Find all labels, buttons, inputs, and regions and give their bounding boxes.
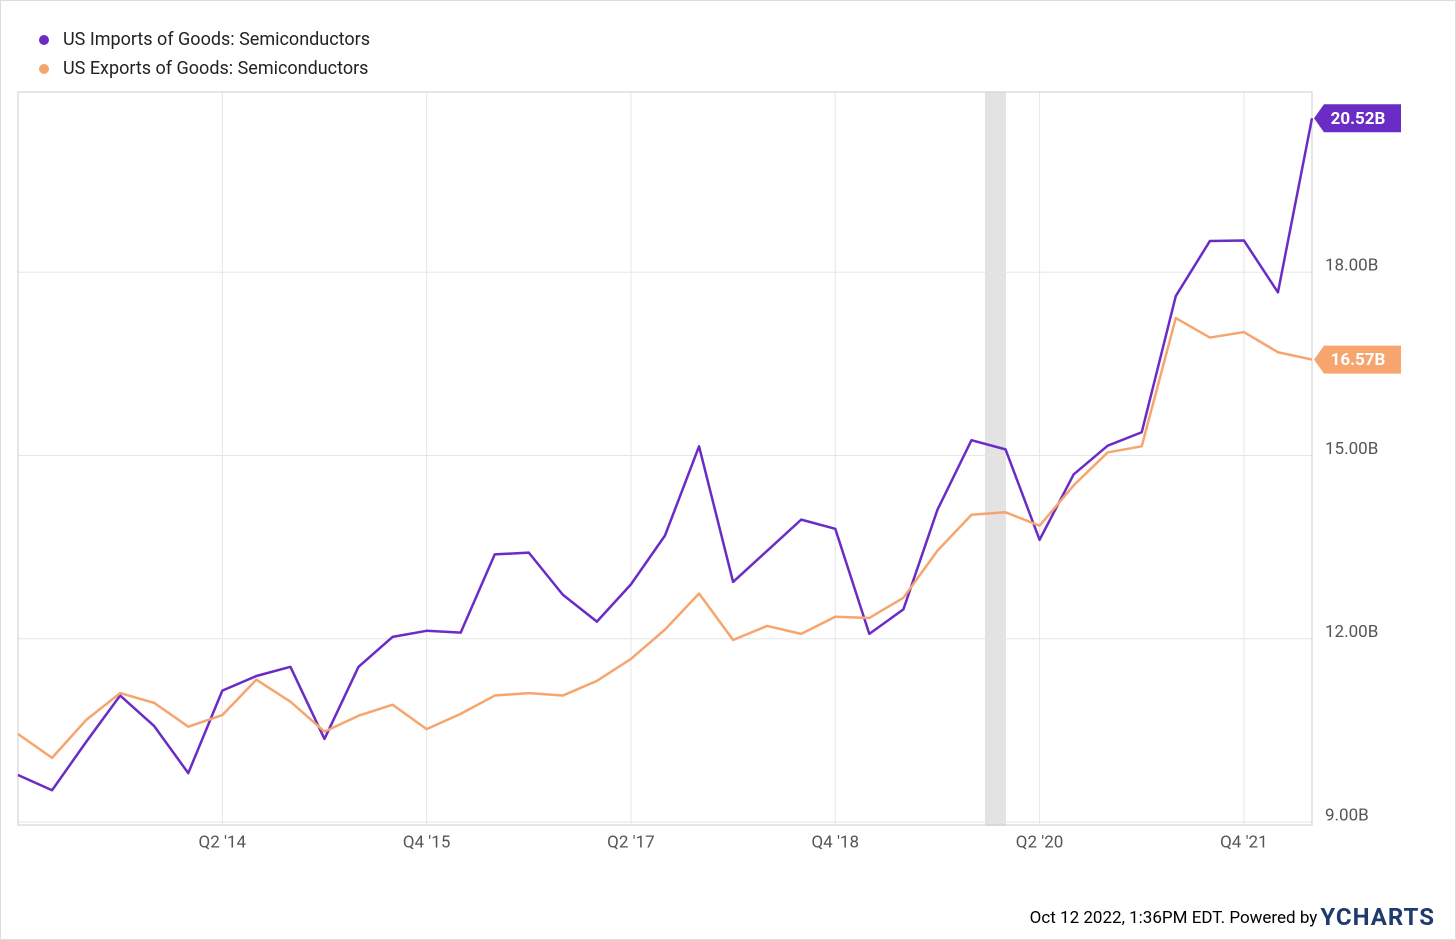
plot-border bbox=[17, 91, 1313, 826]
end-label: 20.52B bbox=[1331, 109, 1386, 129]
brand: YCHARTS bbox=[1320, 903, 1435, 931]
footer-text: Oct 12 2022, 1:36PM EDT. Powered by bbox=[1030, 908, 1318, 928]
series-line bbox=[17, 316, 1313, 760]
y-tick-label: 9.00B bbox=[1325, 805, 1369, 825]
end-label: 16.57B bbox=[1331, 350, 1386, 370]
lines bbox=[17, 118, 1314, 792]
x-tick-label: Q4 '18 bbox=[811, 832, 859, 852]
grid bbox=[18, 92, 1312, 825]
recession-band bbox=[985, 92, 1006, 826]
y-tick-label: 15.00B bbox=[1325, 439, 1378, 459]
x-tick-label: Q4 '15 bbox=[403, 832, 451, 852]
legend-marker bbox=[39, 35, 49, 45]
y-tick-label: 12.00B bbox=[1325, 622, 1378, 642]
end-tag bbox=[1314, 104, 1401, 133]
x-tick-label: Q2 '17 bbox=[607, 832, 655, 852]
y-tick-label: 18.00B bbox=[1325, 256, 1378, 276]
end-tag bbox=[1314, 345, 1401, 374]
series-line bbox=[17, 118, 1314, 792]
x-tick-label: Q2 '20 bbox=[1016, 832, 1064, 852]
legend-label: US Exports of Goods: Semiconductors bbox=[63, 58, 368, 79]
legend-marker bbox=[39, 64, 49, 74]
legend-label: US Imports of Goods: Semiconductors bbox=[63, 29, 370, 50]
x-tick-label: Q2 '14 bbox=[199, 832, 247, 852]
footer: Oct 12 2022, 1:36PM EDT. Powered by YCHAR… bbox=[1030, 903, 1435, 931]
x-tick-label: Q4 '21 bbox=[1220, 832, 1268, 852]
